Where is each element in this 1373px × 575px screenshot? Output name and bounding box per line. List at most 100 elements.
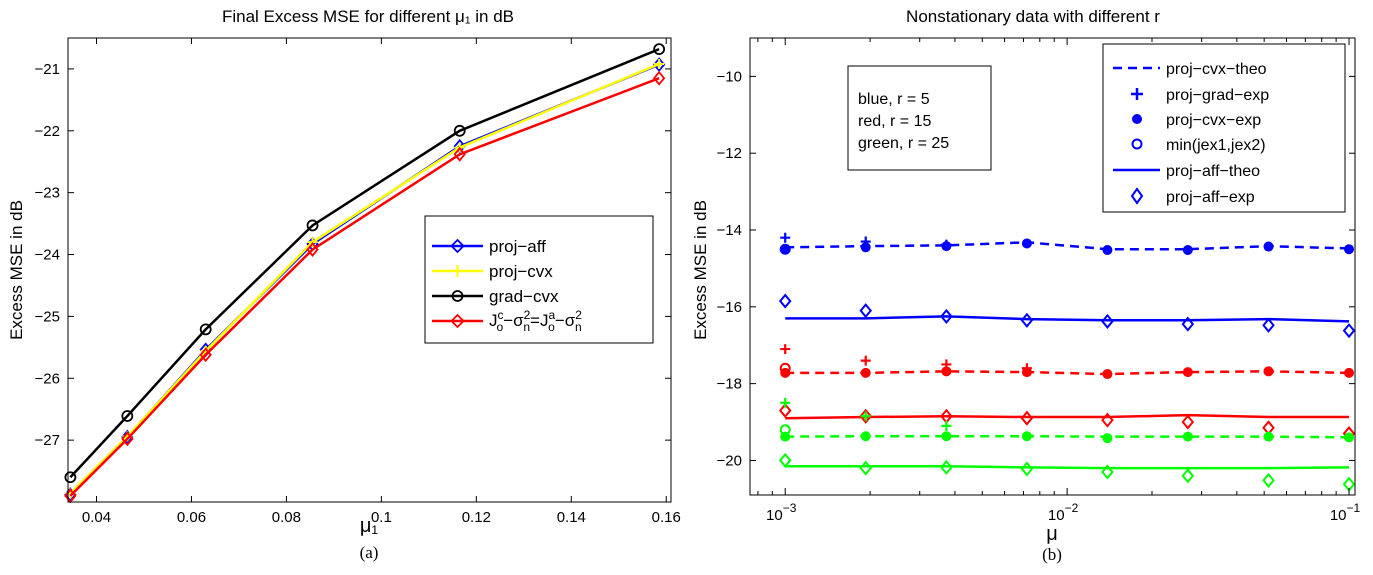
point-proj-grad-exp (941, 359, 952, 370)
point-proj-cvx-exp (1182, 244, 1193, 255)
point-proj-aff-exp (859, 408, 873, 424)
point-proj-grad-exp (780, 344, 791, 355)
series-proj-cvx-theo (785, 434, 1350, 439)
chart-a-y-ticks: −21 −22 −23 −24 −25 −26 −27 (35, 61, 671, 449)
legend-label-proj-grad-exp: proj−grad−exp (1166, 87, 1269, 104)
point-min-jex (779, 424, 791, 436)
chart-a-ytick-label: −27 (35, 432, 60, 449)
point-proj-grad-exp (1021, 363, 1032, 374)
point-proj-cvx-exp (1344, 432, 1355, 443)
chart-a-xtick-label: 0.16 (652, 509, 681, 526)
point-proj-cvx-exp (1263, 366, 1274, 377)
point-proj-aff-exp (1262, 317, 1275, 333)
legend-label-proj-aff: proj−aff (489, 237, 546, 256)
point-proj-cvx-exp (1182, 367, 1193, 378)
legend-entry-proj-cvx: proj−cvx (432, 262, 553, 281)
data-point (653, 43, 666, 56)
legend-label-grad-cvx: grad−cvx (489, 287, 559, 306)
data-point (453, 146, 466, 162)
point-min-jex (779, 362, 791, 374)
chart-a-x-ticks: 0.04 0.06 0.08 0.1 0.12 0.14 0.16 (82, 38, 681, 526)
point-proj-aff-exp (859, 303, 873, 319)
series-proj-aff-theo (785, 464, 1350, 470)
data-point (199, 347, 212, 363)
point-proj-cvx-exp (860, 431, 871, 442)
chart-a-caption: (a) (360, 543, 379, 562)
chart-b-ytick-label: −10 (717, 68, 742, 85)
chart-b-axes-box (749, 37, 1356, 496)
legend-entry-proj-cvx-exp: proj−cvx−exp (1132, 112, 1261, 129)
chart-a-ytick-label: −24 (35, 247, 60, 264)
chart-b-title: Nonstationary data with different r (906, 7, 1160, 26)
point-proj-cvx-exp (1102, 433, 1113, 444)
data-point (307, 237, 318, 248)
data-point (306, 242, 319, 257)
chart-a: Final Excess MSE for different μ₁ in dB … (7, 7, 681, 562)
point-proj-cvx-exp (941, 366, 952, 377)
point-proj-aff-exp (1262, 472, 1275, 488)
legend-entry-proj-aff-theo: proj−aff−theo (1113, 163, 1260, 180)
legend-label-proj-cvx-exp: proj−cvx−exp (1166, 112, 1261, 129)
annotation-line-green: green, r = 25 (858, 135, 949, 152)
chart-b-xlabel: μ (1046, 523, 1058, 545)
point-proj-aff-exp (940, 459, 953, 475)
point-proj-grad-exp (860, 236, 871, 247)
series-proj-cvx-theo (785, 370, 1350, 376)
chart-a-ytick-label: −26 (35, 370, 60, 387)
chart-b-xtick-label: 10−2 (1048, 501, 1079, 524)
data-point (652, 57, 666, 73)
chart-b-xtick-label: 10−1 (1330, 501, 1361, 524)
chart-b-ytick-label: −12 (717, 145, 742, 162)
point-proj-aff-exp (1181, 468, 1195, 484)
point-min-jex (779, 243, 791, 255)
chart-a-xtick-label: 0.06 (177, 509, 206, 526)
point-proj-aff-exp (1181, 316, 1195, 332)
point-proj-grad-exp (780, 232, 791, 243)
chart-b-annotation-box (847, 65, 992, 171)
point-proj-cvx-exp (1021, 431, 1032, 442)
chart-a-ytick-label: −23 (35, 185, 60, 202)
point-proj-grad-exp (860, 355, 871, 366)
point-proj-grad-exp (941, 420, 952, 431)
chart-b-xtick-label: 10−3 (766, 501, 797, 524)
chart-b-caption: (b) (1042, 545, 1062, 564)
point-proj-cvx-exp (1102, 244, 1113, 255)
point-proj-grad-exp (780, 397, 791, 408)
chart-a-ylabel: Excess MSE in dB (7, 200, 26, 340)
series-proj-aff-theo (785, 315, 1350, 323)
point-proj-cvx-exp (1182, 431, 1193, 442)
point-proj-cvx-exp (1344, 367, 1355, 378)
chart-b-x-ticks: 10−3 10−2 10−1 (757, 38, 1361, 524)
data-point (306, 219, 319, 232)
legend-label-red: Jc o−σ2 n=Ja o−σ2 n (489, 308, 582, 334)
chart-b: Nonstationary data with different r 10−3… (691, 7, 1361, 564)
legend-label-proj-cvx-theo: proj−cvx−theo (1166, 61, 1267, 78)
series-line (69, 77, 660, 497)
point-proj-aff-exp (940, 308, 953, 324)
point-proj-aff-exp (1181, 414, 1195, 430)
chart-a-xtick-label: 0.04 (82, 509, 111, 526)
legend-label-proj-cvx: proj−cvx (489, 262, 553, 281)
point-proj-grad-exp (860, 411, 871, 422)
chart-b-ytick-label: −16 (717, 299, 742, 316)
point-proj-cvx-exp (860, 367, 871, 378)
chart-a-xtick-label: 0.12 (462, 509, 491, 526)
chart-b-series-layer (778, 232, 1356, 492)
point-proj-cvx-exp (1102, 369, 1113, 380)
group-r-15 (778, 344, 1356, 442)
point-proj-aff-exp (1101, 464, 1114, 480)
group-r-5 (778, 232, 1356, 339)
series-proj-aff-theo (785, 413, 1350, 420)
point-proj-aff-exp (1101, 313, 1114, 329)
chart-a-ytick-label: −21 (35, 61, 60, 78)
legend-label-min-jex: min(jex1,jex2) (1166, 137, 1266, 154)
data-point (199, 323, 212, 336)
data-point (121, 410, 134, 422)
chart-a-xtick-label: 0.08 (272, 509, 301, 526)
chart-b-ytick-label: −14 (717, 222, 742, 239)
chart-b-annotation: blue, r = 5 red, r = 15 green, r = 25 (847, 65, 992, 171)
data-point (654, 58, 665, 69)
point-proj-cvx-exp (860, 242, 871, 253)
annotation-line-blue: blue, r = 5 (858, 91, 930, 108)
